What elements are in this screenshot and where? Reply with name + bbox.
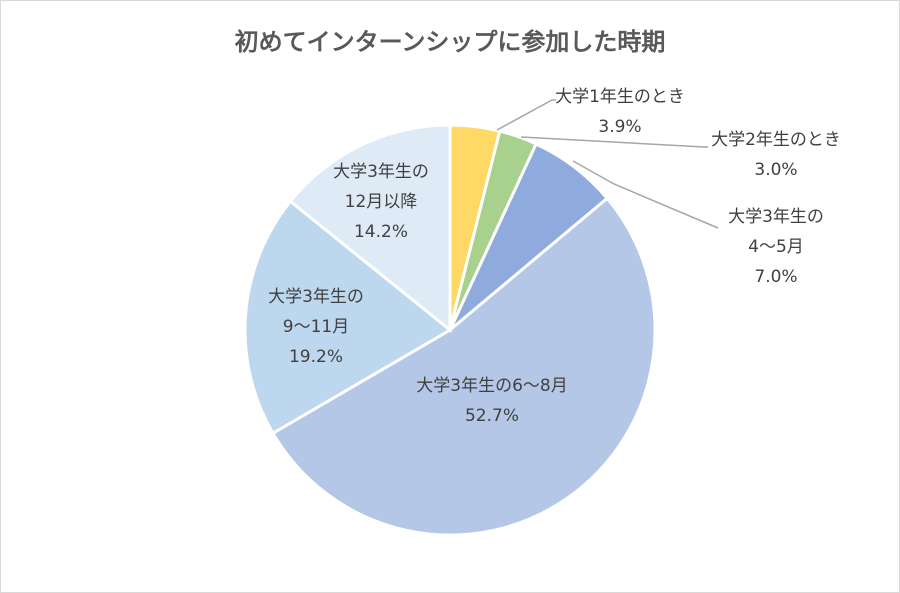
- data-label-category-y3b-0: 大学3年生の6～8月: [416, 376, 567, 396]
- data-label-category-y3d-0: 大学3年生の: [333, 162, 429, 182]
- chart-title: 初めてインターンシップに参加した時期: [234, 28, 666, 56]
- data-label-category-y3d-1: 12月以降: [345, 192, 418, 212]
- data-label-value-y3b: 52.7%: [465, 406, 519, 426]
- data-label-category-y3a-0: 大学3年生の: [728, 207, 824, 227]
- data-label-category-y3c-1: 9～11月: [283, 317, 349, 337]
- data-label-value-y2: 3.0%: [754, 160, 797, 180]
- data-label-category-y3a-1: 4～5月: [748, 237, 804, 257]
- data-label-category-y3c-0: 大学3年生の: [268, 287, 364, 307]
- data-label-category-y2-0: 大学2年生のとき: [711, 130, 841, 150]
- pie-slice-y3d: [288, 123, 452, 334]
- pie-slice-y3b: [270, 196, 657, 537]
- data-label-value-y1: 3.9%: [598, 117, 641, 137]
- leader-line-y3a: [572, 160, 719, 229]
- data-label-value-y3a: 7.0%: [754, 267, 797, 287]
- data-label-value-y3d: 14.2%: [354, 222, 408, 242]
- leader-line-y2: [520, 136, 708, 148]
- leader-line-y1: [496, 99, 556, 131]
- pie-slice-y3c: [243, 199, 453, 436]
- data-label-value-y3c: 19.2%: [289, 347, 343, 367]
- data-label-category-y1-0: 大学1年生のとき: [555, 87, 685, 107]
